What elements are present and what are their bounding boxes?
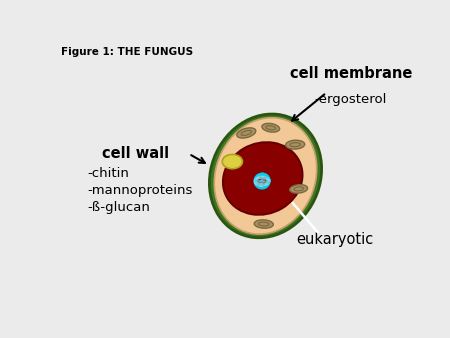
Text: -chitin: -chitin	[88, 167, 130, 180]
Ellipse shape	[223, 142, 302, 215]
Text: -mannoproteins: -mannoproteins	[88, 184, 193, 197]
Ellipse shape	[237, 128, 256, 138]
Ellipse shape	[222, 154, 243, 169]
Ellipse shape	[262, 123, 279, 132]
Text: cell wall: cell wall	[102, 146, 169, 161]
Text: -ergosterol: -ergosterol	[315, 93, 387, 105]
Ellipse shape	[290, 185, 308, 193]
Text: Figure 1: THE FUNGUS: Figure 1: THE FUNGUS	[62, 47, 194, 57]
Ellipse shape	[254, 220, 273, 228]
Ellipse shape	[209, 114, 322, 238]
Ellipse shape	[286, 140, 305, 149]
Text: eukaryotic: eukaryotic	[297, 232, 374, 247]
Text: cell membrane: cell membrane	[290, 66, 412, 81]
Ellipse shape	[214, 118, 317, 234]
Text: -ß-glucan: -ß-glucan	[88, 201, 150, 214]
